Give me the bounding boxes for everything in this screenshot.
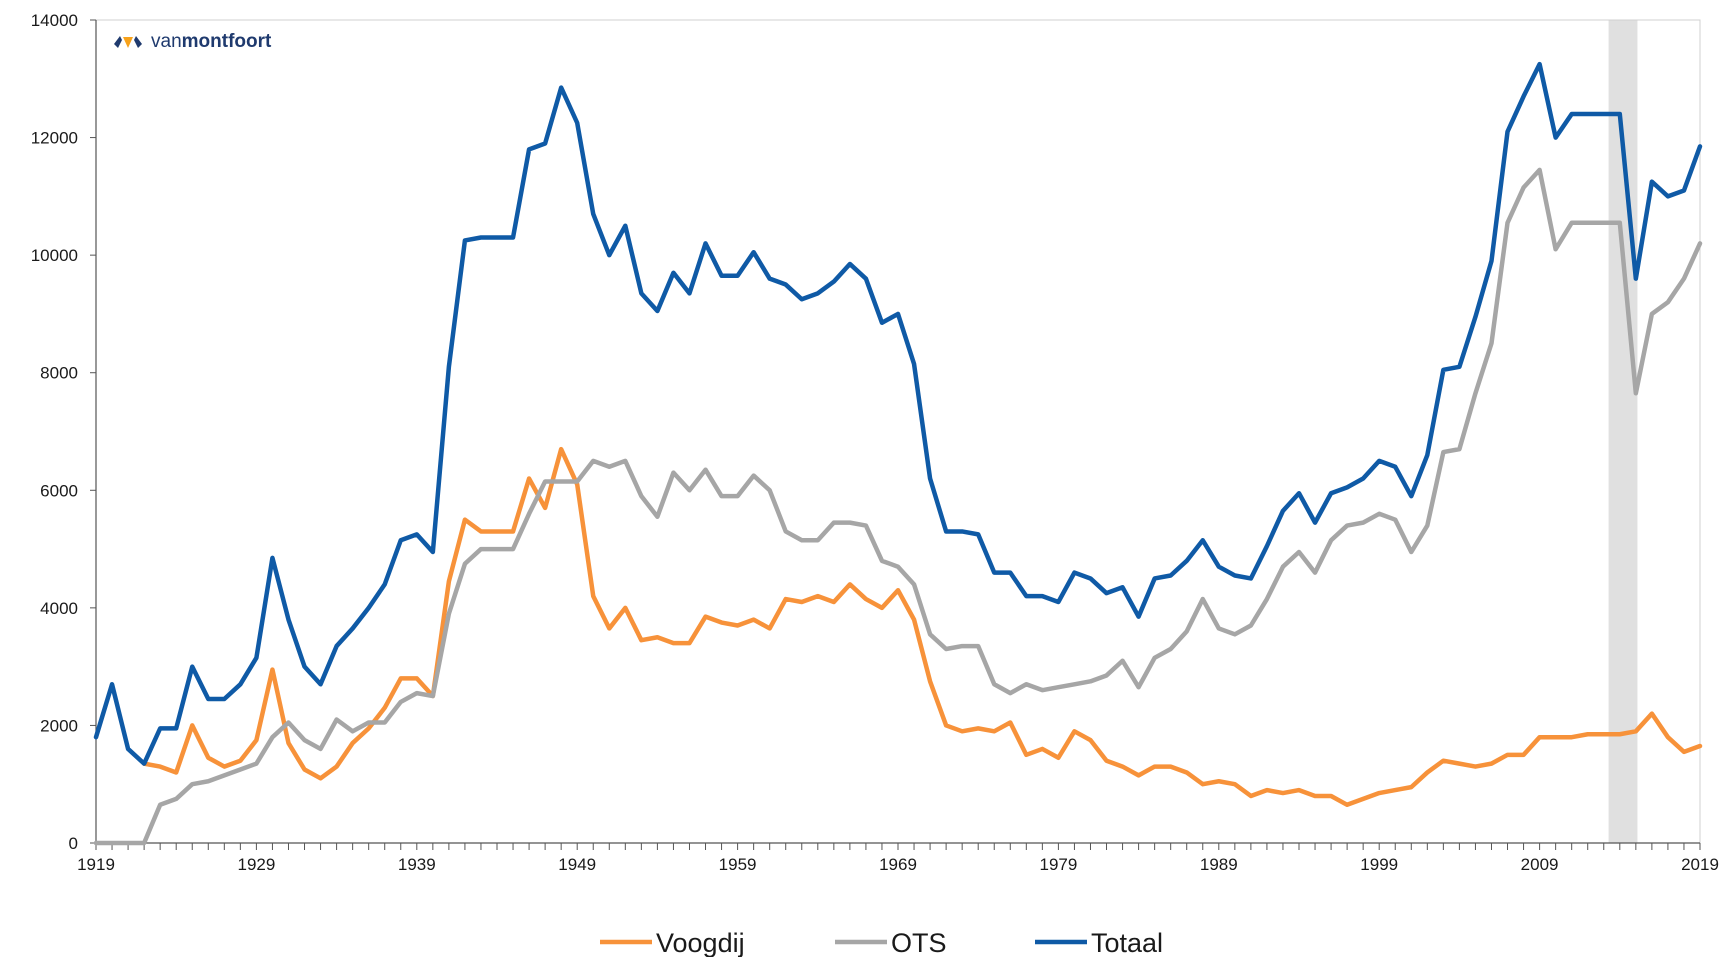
- series-line-voogdij: [141, 446, 1703, 808]
- logo-mark-right-icon: [134, 36, 142, 48]
- series-line-totaal: [93, 61, 1703, 766]
- logo-prefix: van: [151, 31, 182, 52]
- y-tick-label: 6000: [40, 481, 78, 500]
- y-tick-label: 14000: [31, 11, 78, 30]
- axis-layer: 0 2000 4000 6000 8000 10000 12000 14000 1919 1929…: [31, 11, 1719, 874]
- x-tick-label: 2019: [1681, 855, 1719, 874]
- y-tick-label: 10000: [31, 246, 78, 265]
- legend-label-voogdij: Voogdij: [656, 928, 745, 957]
- x-tick-label: 1989: [1200, 855, 1238, 874]
- x-tick-label: 1979: [1039, 855, 1077, 874]
- logo-mark-left-icon: [114, 36, 122, 48]
- logo-mark-center-icon: [123, 37, 133, 48]
- series-line-ots: [93, 167, 1703, 846]
- legend-label-ots: OTS: [891, 928, 947, 957]
- series-layer: [93, 61, 1703, 846]
- logo-brand: montfoort: [182, 31, 272, 52]
- y-tick-label: 2000: [40, 716, 78, 735]
- y-tick-label: 4000: [40, 599, 78, 618]
- y-tick-label: 8000: [40, 364, 78, 383]
- x-tick-label: 1949: [558, 855, 596, 874]
- y-tick-label: 0: [69, 834, 78, 853]
- x-tick-label: 2009: [1521, 855, 1559, 874]
- legend: Voogdij OTS Totaal: [600, 928, 1163, 957]
- x-tick-label: 1969: [879, 855, 917, 874]
- x-tick-label: 1939: [398, 855, 436, 874]
- x-tick-label: 1999: [1360, 855, 1398, 874]
- y-tick-label: 12000: [31, 129, 78, 148]
- x-tick-label: 1929: [237, 855, 275, 874]
- logo-wordmark: vanmontfoort: [151, 31, 272, 52]
- x-tick-label: 1959: [719, 855, 757, 874]
- x-tick-label: 1919: [77, 855, 115, 874]
- legend-label-totaal: Totaal: [1091, 928, 1163, 957]
- logo: vanmontfoort: [114, 31, 272, 52]
